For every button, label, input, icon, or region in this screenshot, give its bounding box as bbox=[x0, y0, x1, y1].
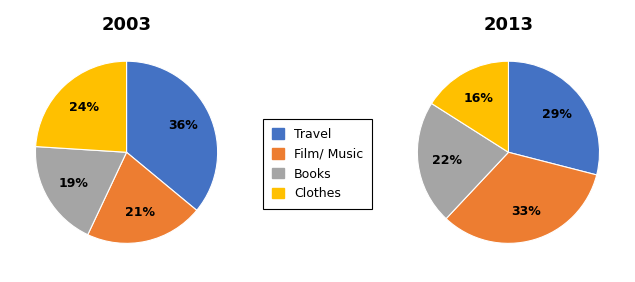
Wedge shape bbox=[417, 103, 509, 219]
Text: 29%: 29% bbox=[542, 108, 572, 121]
Text: 24%: 24% bbox=[69, 101, 99, 114]
Title: 2003: 2003 bbox=[102, 16, 152, 34]
Legend: Travel, Film/ Music, Books, Clothes: Travel, Film/ Music, Books, Clothes bbox=[263, 119, 372, 209]
Wedge shape bbox=[88, 152, 197, 243]
Wedge shape bbox=[126, 61, 218, 210]
Text: 16%: 16% bbox=[464, 91, 493, 105]
Wedge shape bbox=[36, 61, 126, 152]
Text: 19%: 19% bbox=[58, 177, 88, 190]
Title: 2013: 2013 bbox=[483, 16, 533, 34]
Text: 22%: 22% bbox=[432, 153, 462, 167]
Text: 21%: 21% bbox=[125, 206, 155, 219]
Wedge shape bbox=[509, 61, 599, 175]
Wedge shape bbox=[446, 152, 597, 243]
Text: 33%: 33% bbox=[511, 205, 540, 218]
Wedge shape bbox=[432, 61, 509, 152]
Wedge shape bbox=[36, 147, 126, 235]
Text: 36%: 36% bbox=[168, 119, 197, 133]
